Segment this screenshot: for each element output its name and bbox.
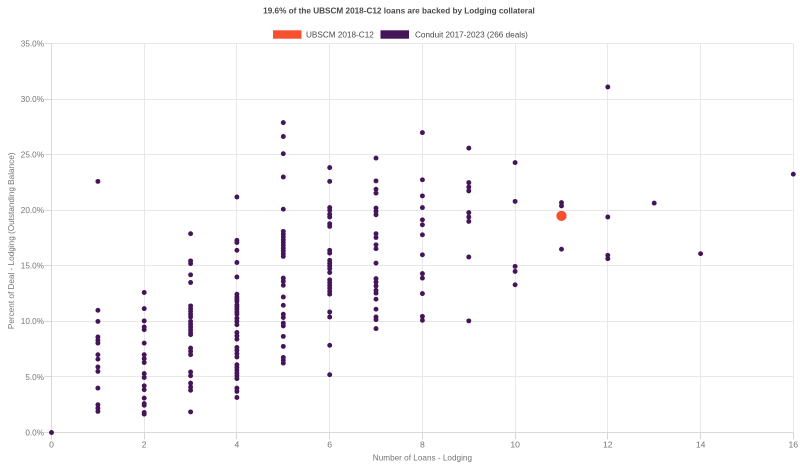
svg-text:15.0%: 15.0% [21, 262, 44, 271]
svg-text:30.0%: 30.0% [21, 95, 44, 104]
svg-text:10.0%: 10.0% [21, 317, 44, 326]
svg-text:2: 2 [142, 439, 147, 449]
svg-text:6: 6 [327, 439, 332, 449]
svg-text:14: 14 [696, 439, 706, 449]
svg-text:0.0%: 0.0% [25, 428, 44, 437]
svg-text:10: 10 [510, 439, 520, 449]
svg-text:12: 12 [603, 439, 613, 449]
svg-text:Conduit 2017-2023 (266 deals): Conduit 2017-2023 (266 deals) [415, 30, 528, 39]
svg-text:0: 0 [49, 439, 54, 449]
svg-text:UBSCM 2018-C12: UBSCM 2018-C12 [306, 30, 374, 39]
svg-text:25.0%: 25.0% [21, 151, 44, 160]
svg-text:20.0%: 20.0% [21, 206, 44, 215]
svg-text:5.0%: 5.0% [25, 373, 44, 382]
svg-text:8: 8 [420, 439, 425, 449]
svg-text:16: 16 [789, 439, 799, 449]
svg-text:Percent of Deal - Lodging (Out: Percent of Deal - Lodging (Outstanding B… [7, 152, 16, 329]
svg-text:19.6% of the UBSCM 2018-C12 lo: 19.6% of the UBSCM 2018-C12 loans are ba… [263, 7, 535, 16]
svg-text:Number of Loans - Lodging: Number of Loans - Lodging [373, 454, 473, 463]
svg-text:4: 4 [235, 439, 240, 449]
svg-text:35.0%: 35.0% [21, 40, 44, 49]
